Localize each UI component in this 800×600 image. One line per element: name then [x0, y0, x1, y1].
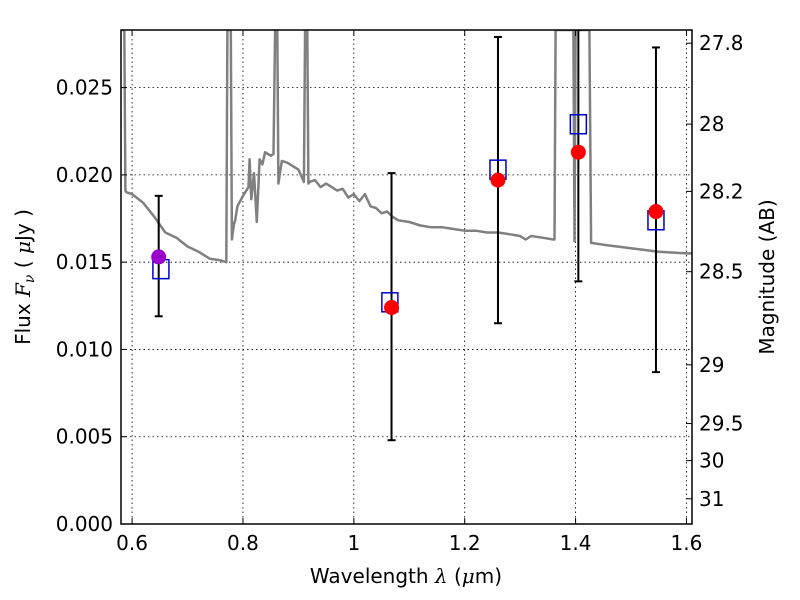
y-tick-label: 0.005 [56, 425, 113, 449]
model-flux-square [569, 114, 588, 135]
mag-tick-label: 28 [699, 112, 724, 136]
mag-tick-label: 30 [699, 449, 724, 473]
model-spectrum-line [121, 30, 692, 264]
observed-flux-point [490, 172, 506, 188]
mag-tick-label: 29.5 [699, 412, 744, 436]
observed-flux-point [570, 144, 586, 160]
observed-flux-point [384, 300, 400, 316]
right-axis-label: Magnitude (AB) [755, 199, 779, 354]
mag-tick-label: 27.8 [699, 31, 744, 55]
y-axis-label: Flux Fν ( μJy ) [11, 209, 38, 345]
x-tick-label: 0.8 [227, 531, 259, 555]
observed-flux-markers [151, 144, 664, 316]
mag-tick-label: 31 [699, 487, 724, 511]
mag-tick-label: 28.5 [699, 260, 744, 284]
x-tick-label: 1 [347, 531, 360, 555]
y-tick-label: 0.015 [56, 250, 113, 274]
y-tick-label: 0.025 [56, 76, 113, 100]
x-tick-label: 1.4 [560, 531, 592, 555]
y-tick-label: 0.010 [56, 337, 113, 361]
y-tick-label: 0.020 [56, 163, 113, 187]
y-tick-label: 0.000 [56, 512, 113, 536]
observed-flux-point [648, 204, 664, 220]
x-tick-label: 0.6 [116, 531, 148, 555]
plot-frame [120, 29, 693, 525]
x-tick-label: 1.6 [671, 531, 703, 555]
mag-tick-label: 28.2 [699, 179, 744, 203]
observed-flux-point [151, 249, 167, 265]
model-spectrum [121, 30, 692, 264]
axis-ticks: 0.6 0.8 1 1.2 1.4 1.6 0.000 0.005 0.010 0.015 0.02… [56, 30, 744, 555]
x-tick-label: 1.2 [449, 531, 481, 555]
x-axis-label: Wavelength λ (μm) [310, 564, 502, 588]
mag-tick-label: 29 [699, 353, 724, 377]
